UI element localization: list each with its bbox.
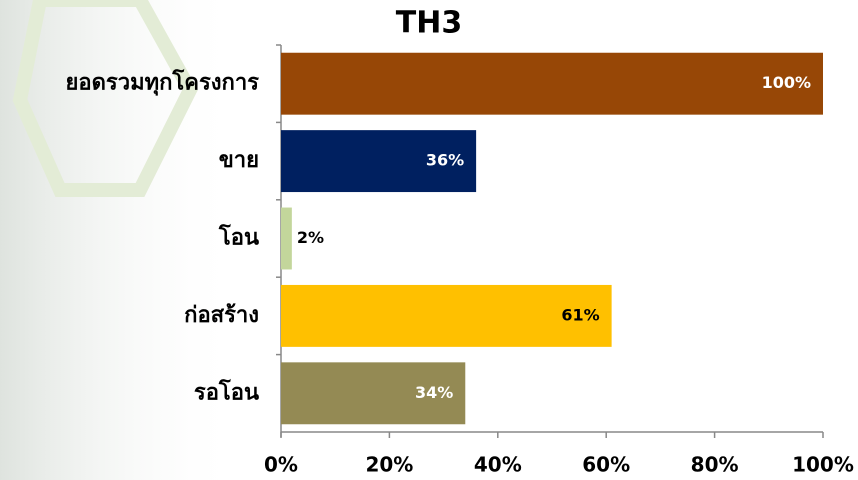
y-tick-label: รอโอน [194, 378, 259, 405]
x-tick-label: 100% [792, 453, 854, 477]
y-tick-label: ยอดรวมทุกโครงการ [66, 69, 260, 97]
data-label: 61% [561, 305, 599, 324]
x-tick-label: 60% [582, 453, 630, 477]
data-label: 100% [762, 73, 811, 92]
hexagon-decoration [12, 0, 198, 197]
y-tick-label: โอน [218, 224, 259, 251]
bar [281, 130, 477, 193]
y-tick-label: ขาย [219, 148, 259, 173]
x-tick-label: 20% [365, 453, 413, 477]
bar [281, 52, 823, 115]
x-tick-label: 0% [264, 453, 298, 477]
bar [281, 284, 612, 347]
data-label: 36% [426, 151, 464, 170]
y-tick-label: ก่อสร้าง [184, 303, 259, 328]
chart-title: TH3 [396, 6, 462, 41]
bar [281, 362, 466, 425]
bar [281, 207, 292, 270]
data-label: 34% [415, 383, 453, 402]
x-tick-label: 80% [691, 453, 739, 477]
x-tick-label: 40% [474, 453, 522, 477]
background-decoration [0, 0, 240, 480]
data-label: 2% [297, 228, 324, 247]
